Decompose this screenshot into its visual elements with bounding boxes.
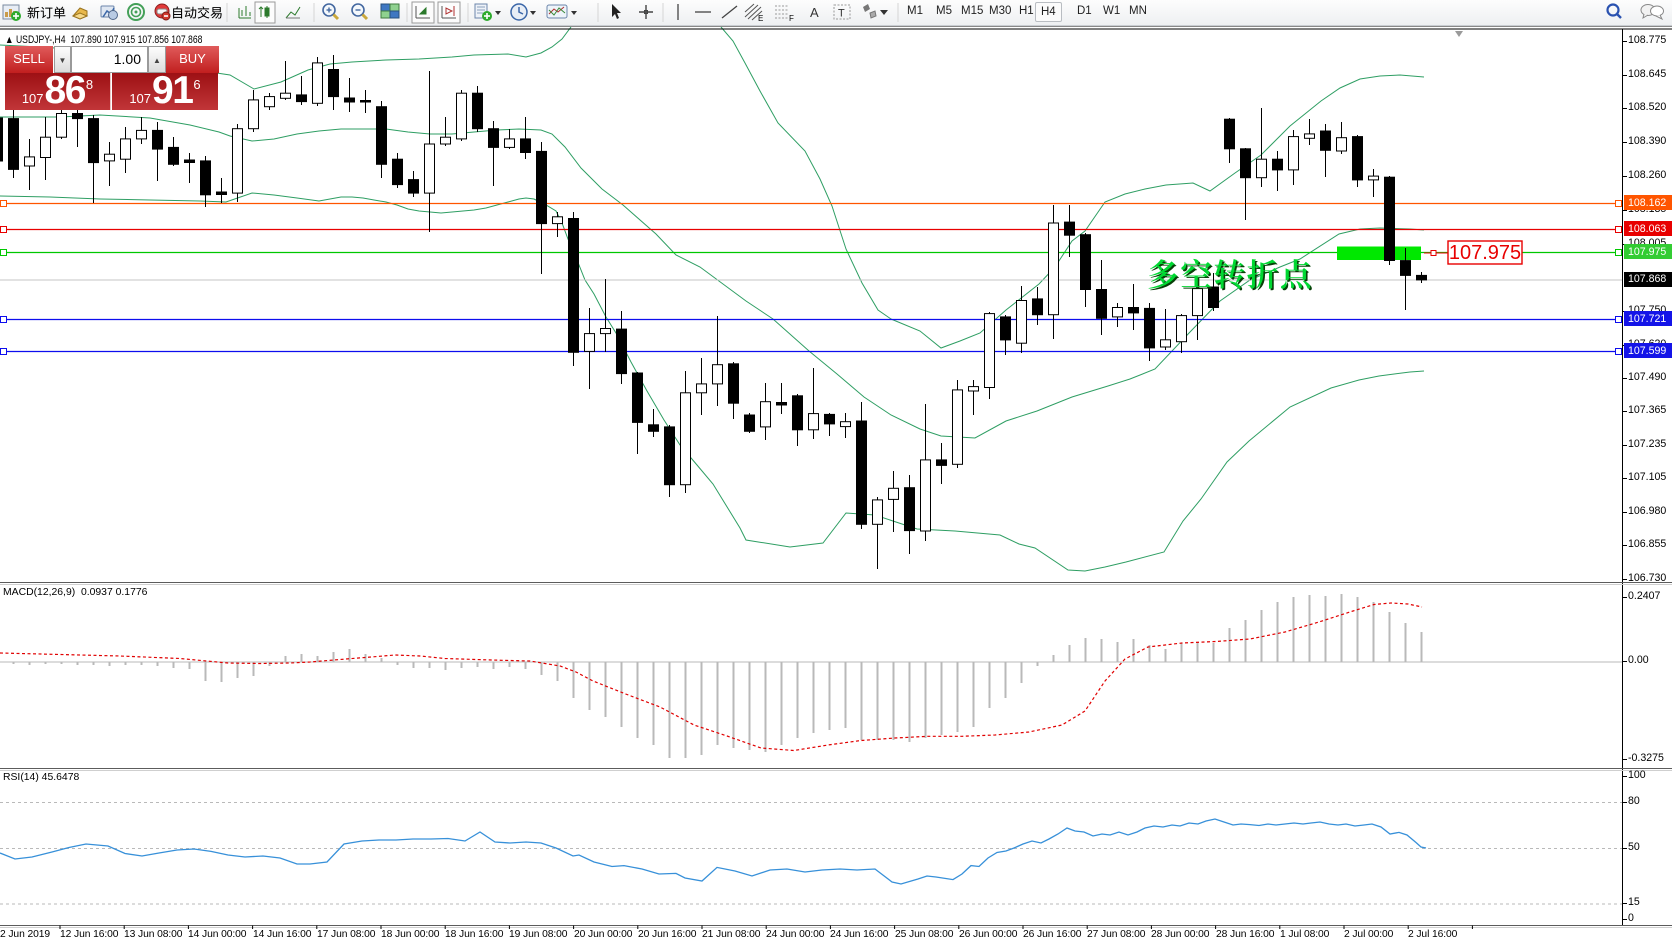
svg-text:107.975: 107.975 (1449, 242, 1521, 264)
svg-text:A: A (810, 5, 819, 20)
svg-text:E: E (758, 14, 763, 23)
svg-text:F: F (789, 14, 794, 23)
svg-text:T: T (838, 8, 845, 20)
